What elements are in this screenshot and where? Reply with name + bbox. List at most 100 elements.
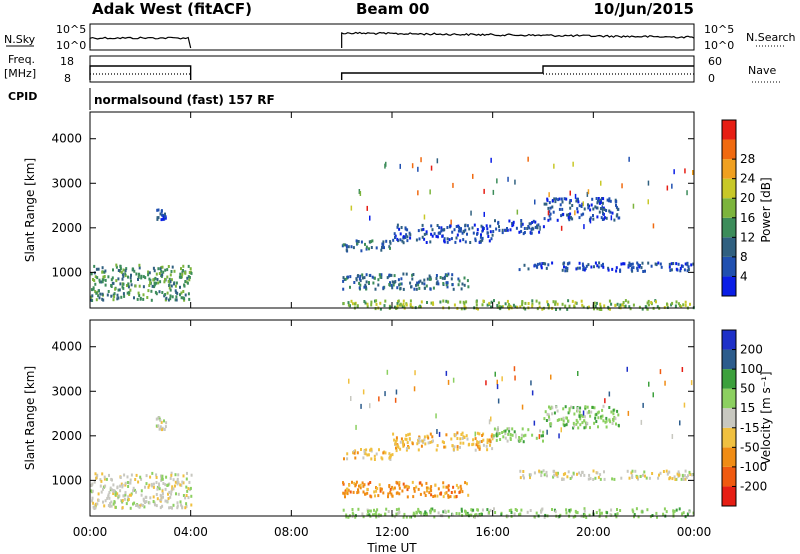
cell [507,303,510,306]
cell [529,473,532,477]
cell [345,487,348,491]
cell [492,434,495,438]
speckle [582,410,585,416]
cell [678,304,681,307]
cell [573,305,576,309]
cell [460,307,463,311]
cell [147,273,150,277]
cell [529,476,531,480]
cell [446,485,449,489]
cell [405,233,408,237]
cell [527,428,530,432]
cell [367,482,370,486]
cell [93,480,96,484]
cell [656,305,659,309]
cell [169,288,172,292]
cell [342,276,345,280]
cell [677,470,680,474]
cell [489,440,492,444]
cell [521,427,524,431]
cell [450,437,453,441]
cell [375,489,378,493]
cell [405,437,408,441]
cell [510,511,513,514]
cell [124,269,127,273]
speckle [601,207,604,213]
cell [466,279,469,283]
cell [378,448,380,452]
cell [676,472,679,476]
cell [565,266,567,270]
cell [599,477,602,481]
cell [513,430,516,434]
cell [668,470,671,474]
cell [583,426,586,430]
cell [514,305,517,309]
cell [455,483,458,487]
cell [127,282,130,286]
cell [439,276,442,279]
cell [398,486,401,490]
scatter-region-4 [392,223,495,245]
cell [177,473,180,477]
cell [425,513,428,517]
cell [346,457,349,461]
cell [466,437,469,441]
cell [600,416,603,420]
cell [396,491,399,495]
cell [396,237,399,241]
cell [380,273,383,277]
cell [145,474,148,478]
cell [357,507,360,511]
cell [185,494,188,497]
cell [167,497,170,501]
cell [144,495,147,499]
cell [370,240,372,244]
speckle [626,366,628,372]
cell [599,512,602,516]
cell [480,513,483,516]
speckle [686,190,688,196]
cell [166,291,169,295]
cell [172,503,175,507]
cell [110,294,113,298]
speckle [553,163,555,169]
cell [443,239,446,243]
cell [379,275,382,279]
speckle [483,188,485,194]
cell [90,489,93,493]
speckle [420,157,422,163]
cell [116,486,119,490]
cell [157,424,160,428]
cell [564,269,567,273]
x-tick-label: 12:00 [375,525,410,539]
date-title: 10/Jun/2015 [593,0,694,18]
cell [396,511,399,515]
cell [536,262,539,266]
cell [167,492,169,496]
cell [559,307,562,311]
cell [547,413,550,417]
cell [596,307,599,311]
speckle [384,391,386,397]
cell [431,228,434,232]
speckle [690,380,693,386]
cell [405,515,408,519]
cell [122,274,125,278]
cell [405,484,408,488]
cell [528,226,531,230]
cell [429,287,432,291]
cell [554,302,557,306]
cell [137,278,139,281]
cell [405,303,408,307]
cell [609,307,611,311]
cell [402,235,405,239]
cell [185,477,188,481]
cell [644,474,646,478]
cell [402,287,405,291]
cell [602,262,604,266]
cell [506,227,508,230]
cell [389,453,392,457]
cell [546,300,549,304]
